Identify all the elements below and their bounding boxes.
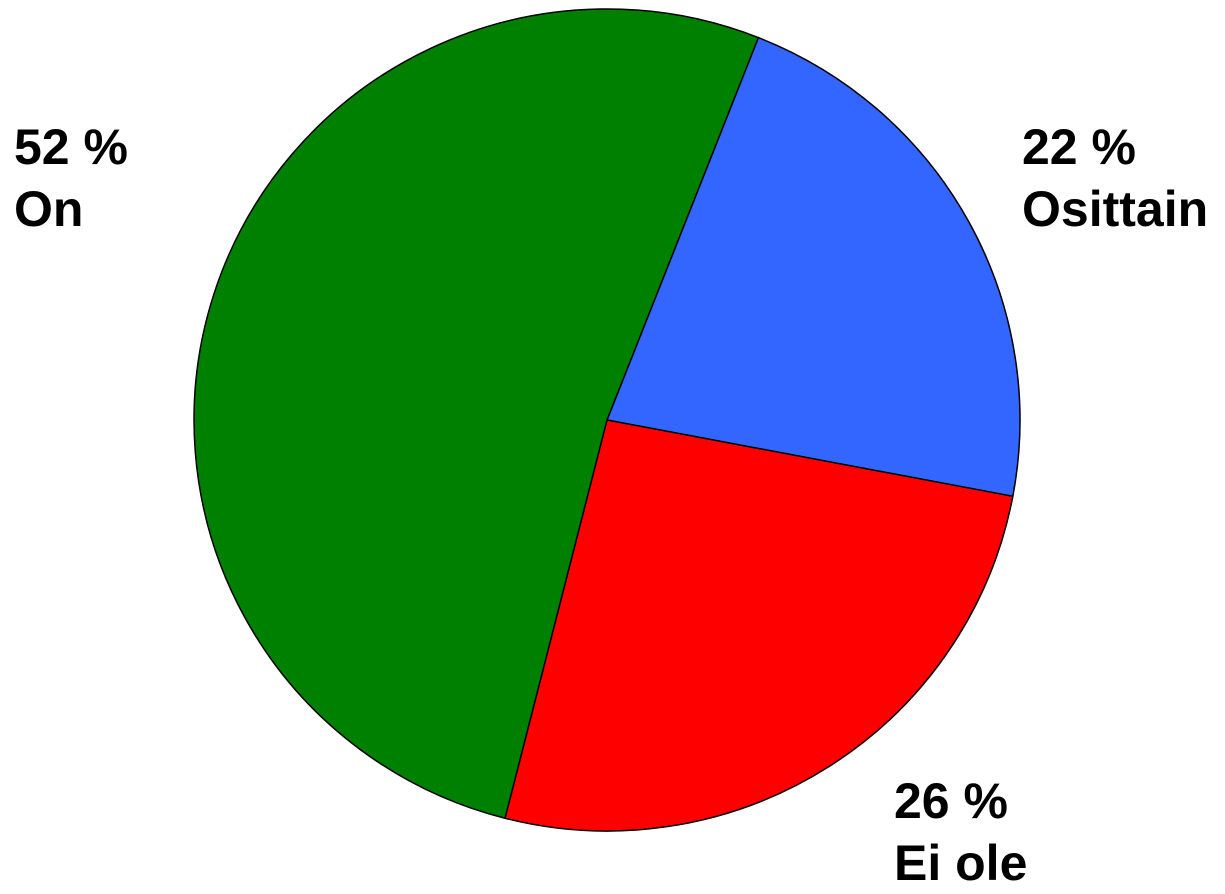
slice-label-ei-ole: 26 % Ei ole — [894, 770, 1027, 894]
pie-slice-on — [193, 8, 760, 820]
slice-label-on: 52 % On — [14, 116, 128, 240]
slice-name-on: On — [14, 181, 84, 237]
slice-percent-osittain: 22 % — [1022, 119, 1136, 175]
slice-name-ei-ole: Ei ole — [894, 835, 1028, 891]
pie-slice-ei-ole — [504, 419, 1014, 832]
slice-name-osittain: Osittain — [1022, 181, 1209, 237]
slice-percent-ei-ole: 26 % — [894, 773, 1008, 829]
slice-percent-on: 52 % — [14, 119, 128, 175]
slice-label-osittain: 22 % Osittain — [1022, 116, 1208, 240]
pie-slice-osittain — [605, 36, 1021, 498]
